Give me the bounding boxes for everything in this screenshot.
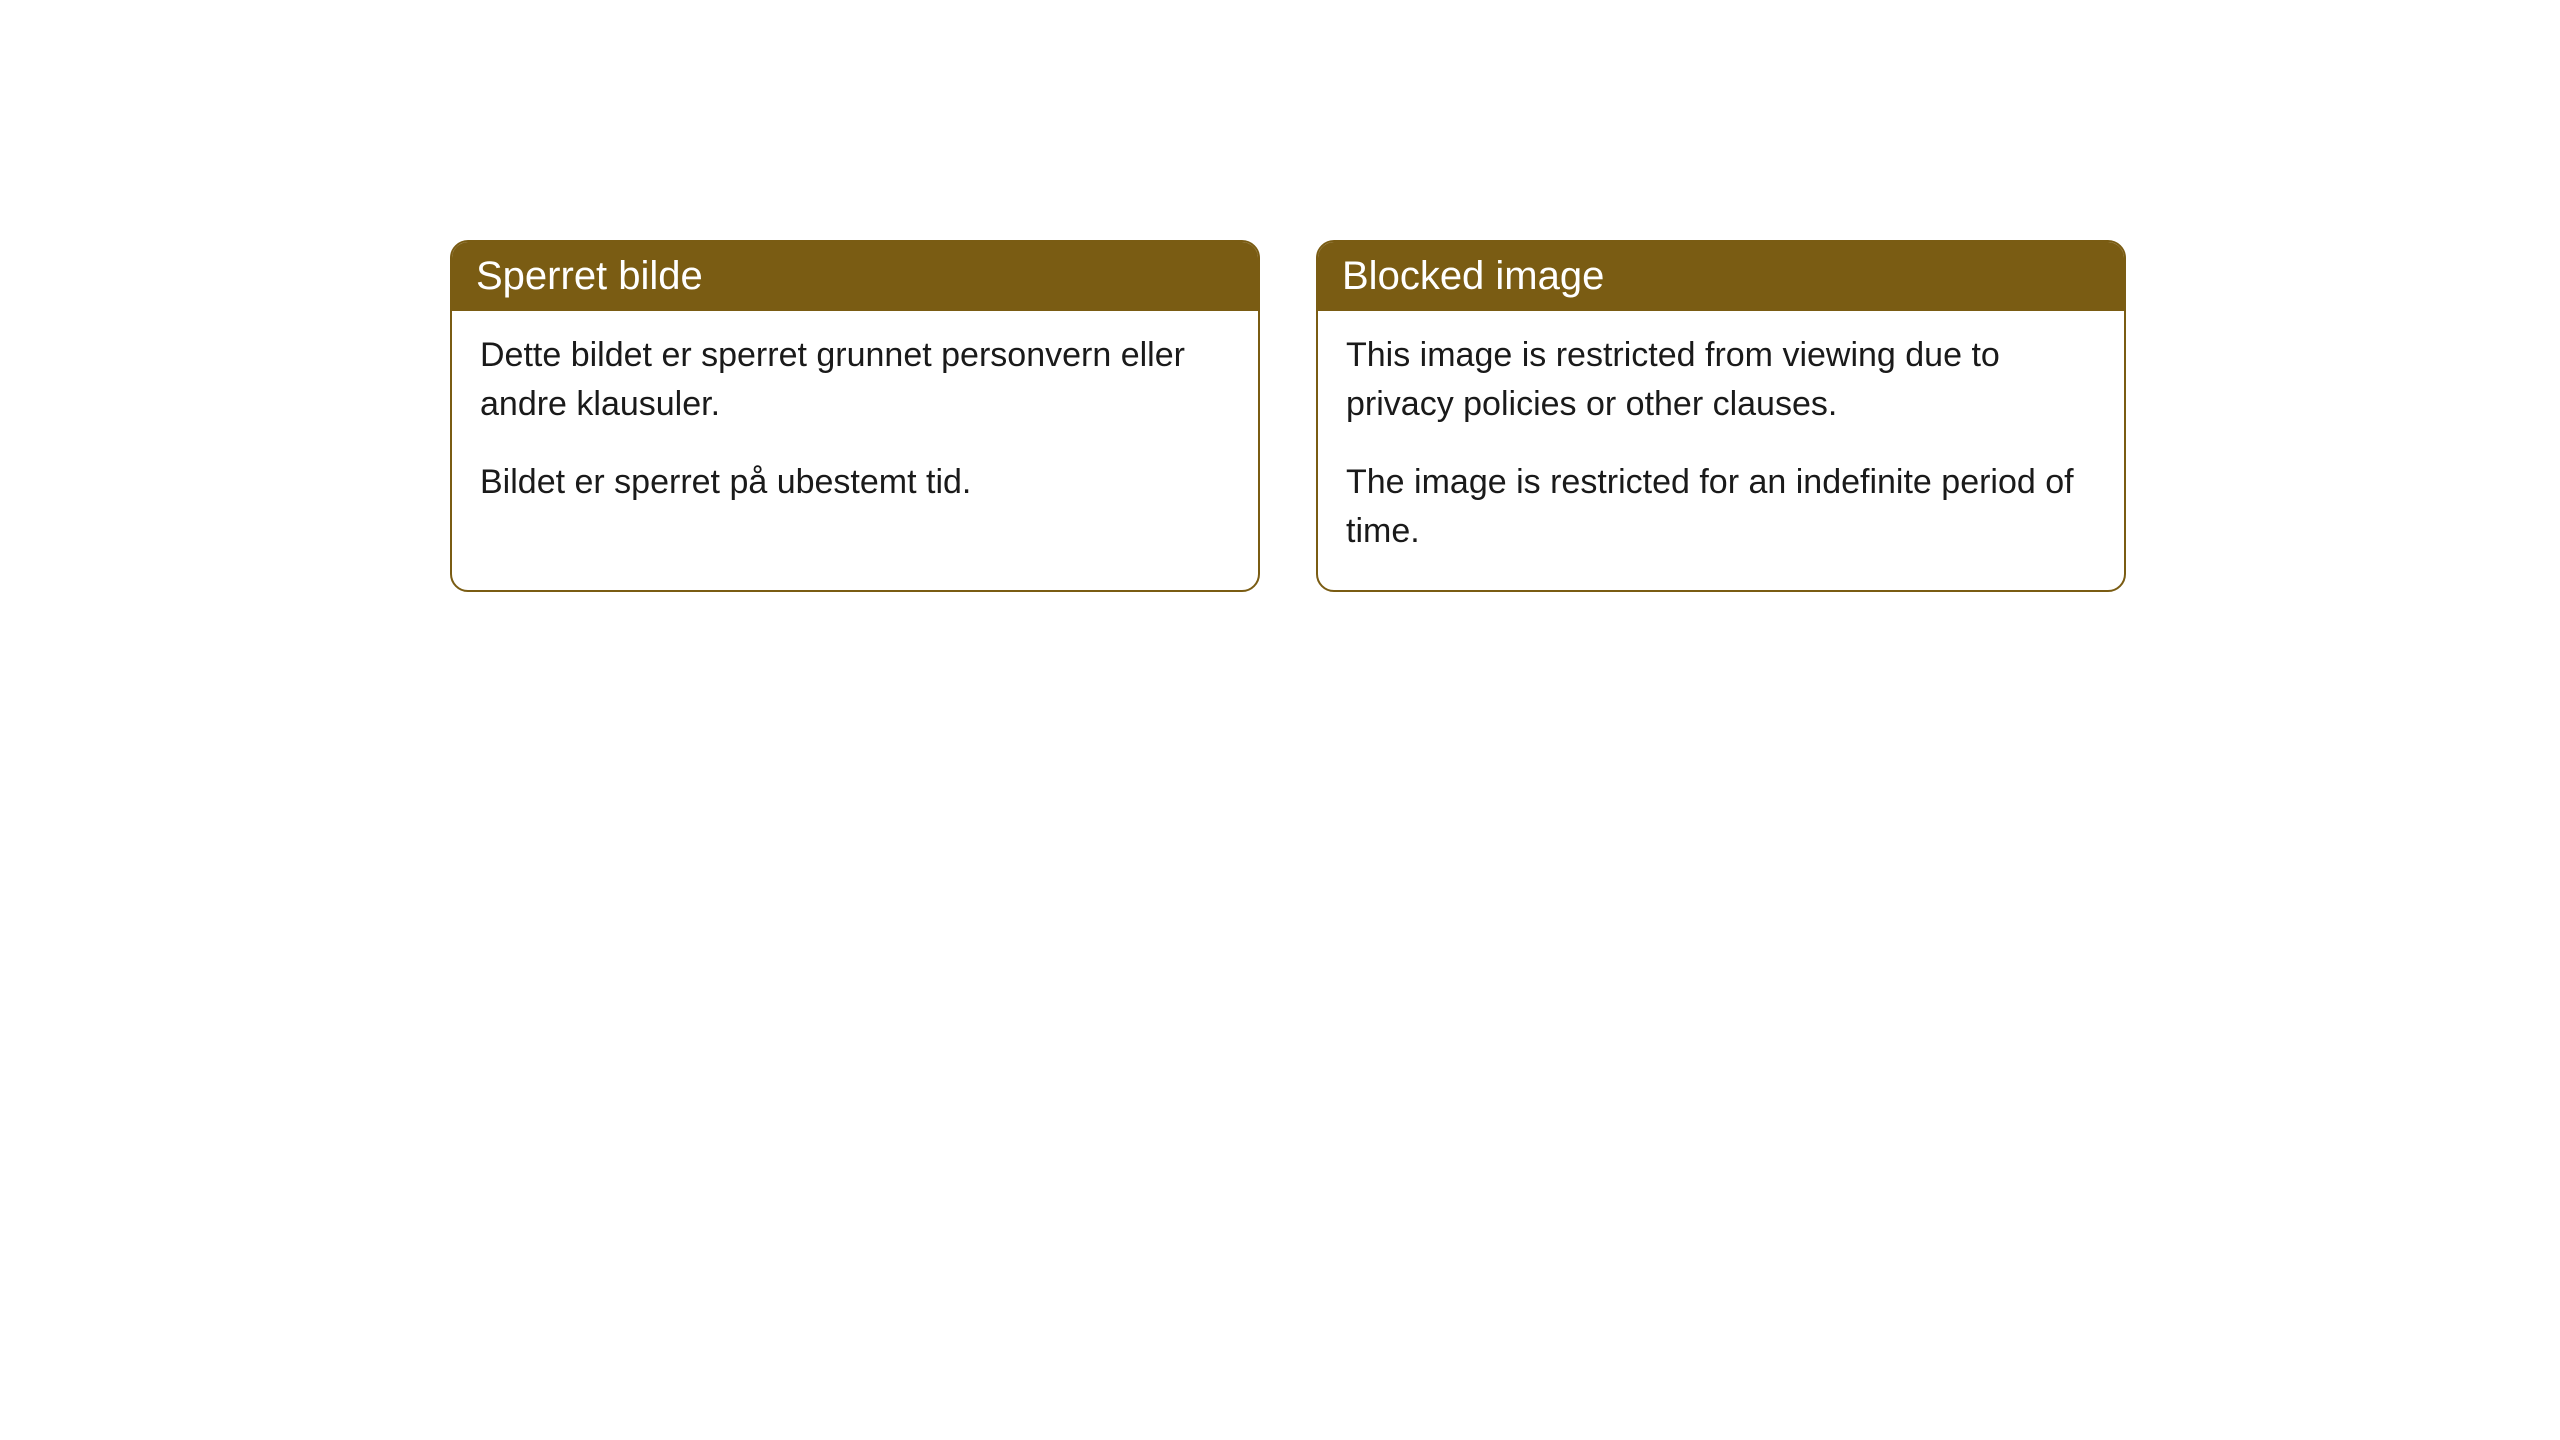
card-paragraph: Dette bildet er sperret grunnet personve…	[480, 331, 1230, 430]
card-title: Sperret bilde	[476, 254, 703, 298]
blocked-image-card-english: Blocked image This image is restricted f…	[1316, 240, 2126, 592]
card-title: Blocked image	[1342, 254, 1604, 298]
blocked-image-card-norwegian: Sperret bilde Dette bildet er sperret gr…	[450, 240, 1260, 592]
card-paragraph: This image is restricted from viewing du…	[1346, 331, 2096, 430]
card-paragraph: Bildet er sperret på ubestemt tid.	[480, 458, 1230, 507]
card-body: Dette bildet er sperret grunnet personve…	[452, 311, 1258, 541]
card-header: Blocked image	[1318, 242, 2124, 311]
card-paragraph: The image is restricted for an indefinit…	[1346, 458, 2096, 557]
notice-cards-container: Sperret bilde Dette bildet er sperret gr…	[450, 240, 2126, 592]
card-body: This image is restricted from viewing du…	[1318, 311, 2124, 590]
card-header: Sperret bilde	[452, 242, 1258, 311]
